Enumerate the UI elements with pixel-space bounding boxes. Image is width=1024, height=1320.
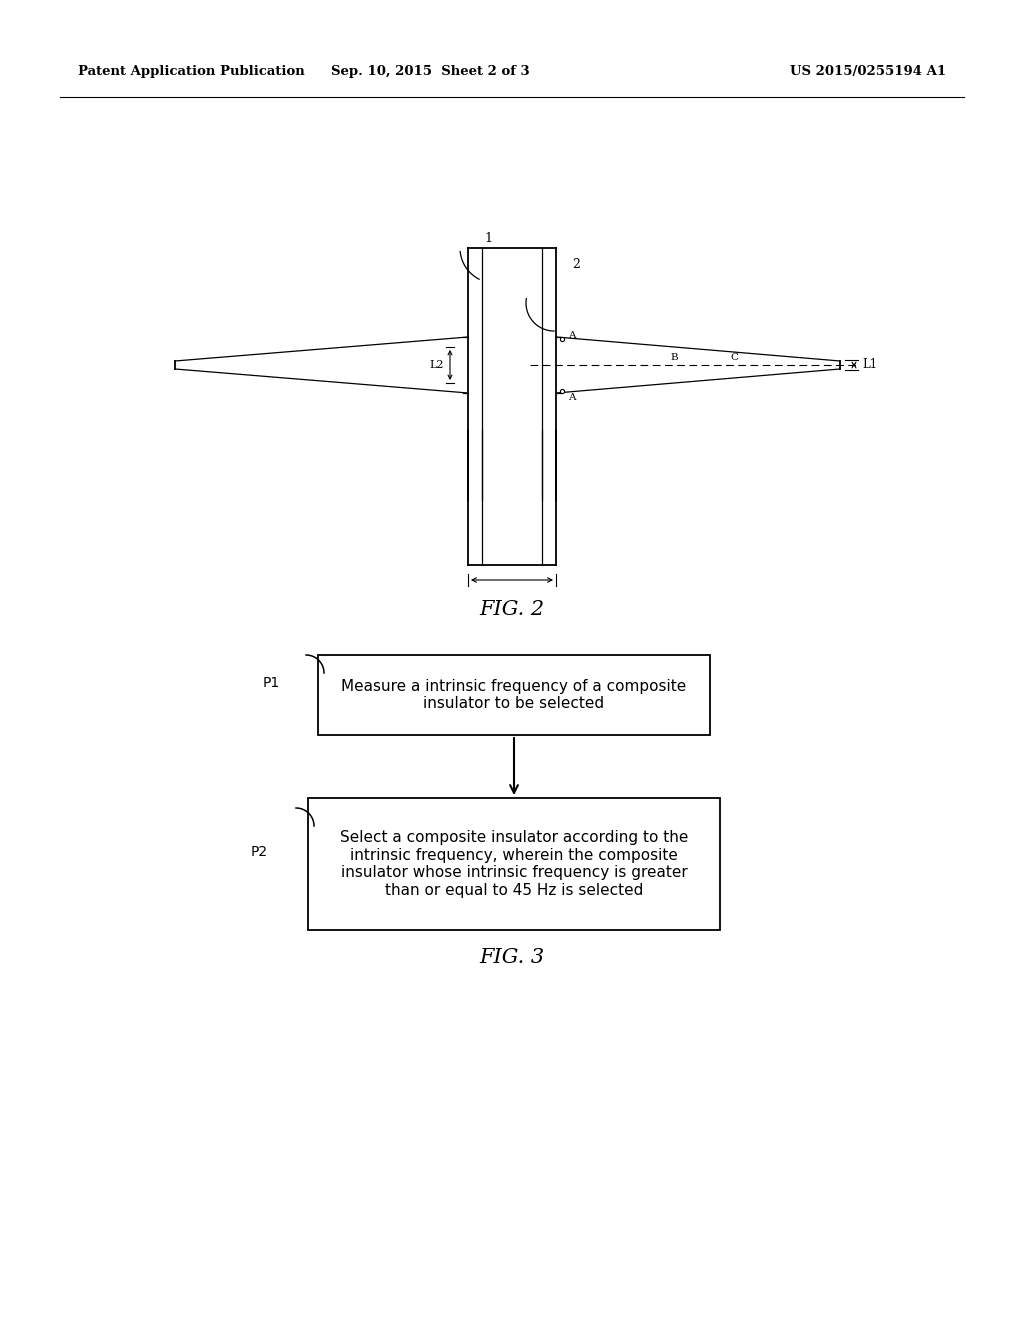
Bar [318, 655, 710, 735]
Text: 2: 2 [572, 259, 580, 272]
Text: FIG. 2: FIG. 2 [479, 601, 545, 619]
Text: 1: 1 [484, 231, 492, 244]
Text: Measure a intrinsic frequency of a composite
insulator to be selected: Measure a intrinsic frequency of a compo… [341, 678, 687, 711]
Bar [308, 799, 720, 931]
Text: Select a composite insulator according to the
intrinsic frequency, wherein the c: Select a composite insulator according t… [340, 830, 688, 898]
Text: Sep. 10, 2015  Sheet 2 of 3: Sep. 10, 2015 Sheet 2 of 3 [331, 66, 529, 78]
Text: P2: P2 [251, 845, 268, 859]
Text: L2: L2 [429, 360, 444, 370]
Text: Patent Application Publication: Patent Application Publication [78, 66, 305, 78]
Text: A: A [568, 330, 575, 339]
Text: US 2015/0255194 A1: US 2015/0255194 A1 [790, 66, 946, 78]
Text: B: B [670, 352, 678, 362]
Text: A: A [568, 392, 575, 401]
Text: P1: P1 [263, 676, 280, 690]
Text: FIG. 3: FIG. 3 [479, 948, 545, 968]
Text: L1: L1 [862, 359, 878, 371]
Text: C: C [730, 352, 738, 362]
